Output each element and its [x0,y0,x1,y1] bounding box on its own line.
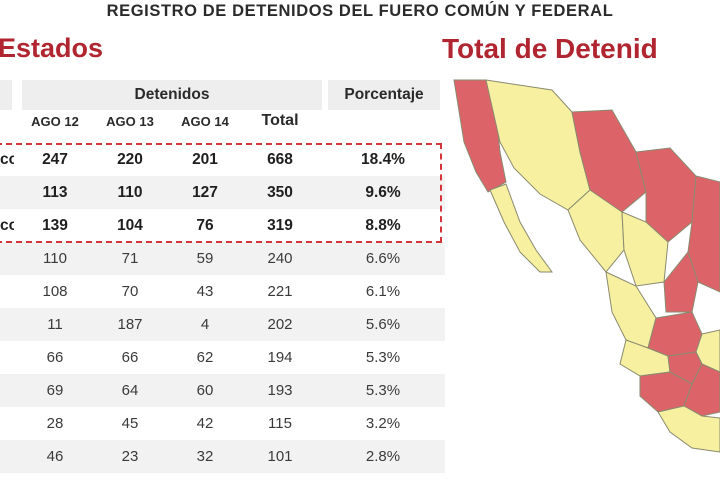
value-cell: 4 [200,316,210,333]
value-cell: 32 [196,448,214,465]
value-cell: 76 [196,217,214,234]
total-cell: 668 [267,151,293,168]
value-cell: 70 [121,283,139,300]
state-name-cell [0,374,14,407]
table-row: 28 45 42 115 3.2% [0,407,445,440]
total-cell: 319 [267,217,293,234]
value-cell: 23 [121,448,139,465]
state-name-cell [0,275,14,308]
estados-title: Estados [0,33,104,63]
percentage-cell: 3.2% [365,415,401,432]
mexico-map [440,72,720,480]
state-name-cell [0,242,14,275]
value-cell: 42 [196,415,214,432]
value-cell: 110 [117,184,143,201]
percentage-cell: 5.6% [365,316,401,333]
table-row: co 139 104 76 319 8.8% [0,209,445,242]
state-name-cell: co [0,151,14,168]
value-cell: 45 [121,415,139,432]
value-cell: 247 [42,151,68,168]
detenidos-header: Detenidos [22,80,322,110]
percentage-cell: 9.6% [365,184,401,201]
total-cell: 202 [267,316,293,333]
total-cell: 221 [267,283,293,300]
value-cell: 113 [42,184,68,201]
total-cell: 194 [267,349,293,366]
state-name-cell [0,341,14,374]
total-cell: 193 [267,382,293,399]
column-header-ago-12: AGO 12 [31,114,79,129]
table-row: 69 64 60 193 5.3% [0,374,445,407]
state-name-cell [0,407,14,440]
value-cell: 64 [121,382,139,399]
column-header-total: Total [261,112,299,129]
state-name-cell [0,440,14,473]
value-cell: 220 [117,151,143,168]
oaxaca-region [657,405,720,453]
value-cell: 139 [42,217,68,234]
detainees-table: Detenidos Porcentaje AGO 12 AGO 13 AGO 1… [0,80,445,480]
value-cell: 59 [196,250,214,267]
column-header-ago-14: AGO 14 [181,114,229,129]
value-cell: 104 [117,217,143,234]
guanajuato-region [647,311,703,357]
value-cell: 187 [117,316,143,333]
total-cell: 240 [267,250,293,267]
value-cell: 66 [46,349,64,366]
percentage-cell: 5.3% [365,382,401,399]
percentage-cell: 6.6% [365,250,401,267]
value-cell: 110 [43,250,67,267]
value-cell: 43 [196,283,214,300]
value-cell: 66 [121,349,139,366]
percentage-cell: 2.8% [365,448,401,465]
value-cell: 201 [192,151,218,168]
total-detenidos-title: Total de Detenid [442,33,658,64]
table-row: 11 187 4 202 5.6% [0,308,445,341]
table-row: 110 71 59 240 6.6% [0,242,445,275]
page-title: REGISTRO DE DETENIDOS DEL FUERO COMÚN Y … [106,2,614,20]
percentage-cell: 6.1% [365,283,401,300]
value-cell: 11 [47,316,63,333]
porcentaje-header: Porcentaje [328,80,440,110]
total-cell: 350 [267,184,293,201]
value-cell: 108 [42,283,68,300]
table-row: 46 23 32 101 2.8% [0,440,445,473]
state-name-cell: co [0,217,14,234]
percentage-cell: 18.4% [361,151,405,168]
value-cell: 127 [192,184,218,201]
mexico-map-svg [453,79,720,453]
state-name-cell [0,308,14,341]
total-cell: 101 [267,448,293,465]
value-cell: 71 [121,250,139,267]
zacatecas-region [663,250,699,313]
value-cell: 28 [46,415,64,432]
top-three-highlight [0,143,442,243]
table-row: 66 66 62 194 5.3% [0,341,445,374]
table-row: 113 110 127 350 9.6% [0,176,445,209]
table-row: 108 70 43 221 6.1% [0,275,445,308]
percentage-cell: 5.3% [365,349,401,366]
percentage-cell: 8.8% [365,217,401,234]
column-header-ago-13: AGO 13 [106,114,154,129]
total-cell: 115 [268,415,292,432]
state-header-box [0,80,12,110]
table-row: co 247 220 201 668 18.4% [0,143,445,176]
coahuila-region [635,147,697,243]
value-cell: 60 [196,382,214,399]
baja-california-sur-region [489,183,553,273]
value-cell: 62 [196,349,214,366]
value-cell: 69 [46,382,64,399]
value-cell: 46 [46,448,64,465]
